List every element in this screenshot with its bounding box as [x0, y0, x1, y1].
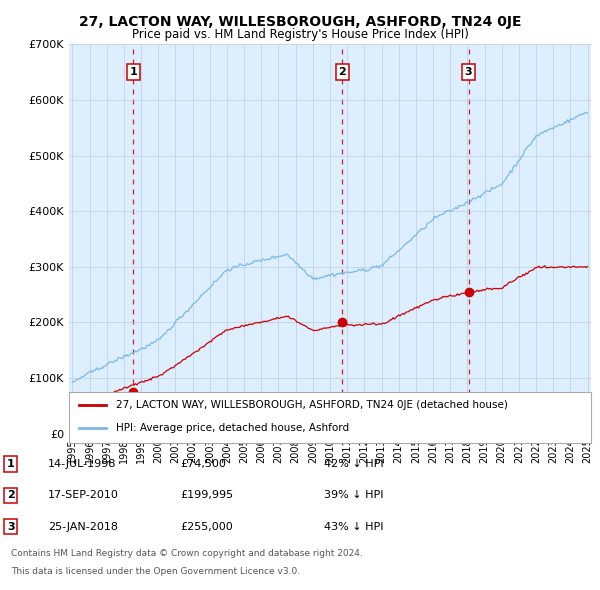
Text: Price paid vs. HM Land Registry's House Price Index (HPI): Price paid vs. HM Land Registry's House … [131, 28, 469, 41]
Text: 27, LACTON WAY, WILLESBOROUGH, ASHFORD, TN24 0JE (detached house): 27, LACTON WAY, WILLESBOROUGH, ASHFORD, … [116, 400, 508, 410]
Text: Contains HM Land Registry data © Crown copyright and database right 2024.: Contains HM Land Registry data © Crown c… [11, 549, 362, 558]
Text: £255,000: £255,000 [180, 522, 233, 532]
Text: £74,500: £74,500 [180, 459, 226, 469]
Text: 2: 2 [7, 490, 14, 500]
Text: 27, LACTON WAY, WILLESBOROUGH, ASHFORD, TN24 0JE: 27, LACTON WAY, WILLESBOROUGH, ASHFORD, … [79, 15, 521, 29]
Text: 43% ↓ HPI: 43% ↓ HPI [324, 522, 383, 532]
Text: 2: 2 [338, 67, 346, 77]
Text: 25-JAN-2018: 25-JAN-2018 [48, 522, 118, 532]
Text: 42% ↓ HPI: 42% ↓ HPI [324, 459, 383, 469]
Text: 39% ↓ HPI: 39% ↓ HPI [324, 490, 383, 500]
Text: 3: 3 [465, 67, 472, 77]
Text: 14-JUL-1998: 14-JUL-1998 [48, 459, 116, 469]
Text: 1: 1 [130, 67, 137, 77]
Text: This data is licensed under the Open Government Licence v3.0.: This data is licensed under the Open Gov… [11, 567, 300, 576]
Text: 17-SEP-2010: 17-SEP-2010 [48, 490, 119, 500]
Text: 1: 1 [7, 459, 14, 469]
Text: 3: 3 [7, 522, 14, 532]
Text: £199,995: £199,995 [180, 490, 233, 500]
Text: HPI: Average price, detached house, Ashford: HPI: Average price, detached house, Ashf… [116, 424, 349, 434]
